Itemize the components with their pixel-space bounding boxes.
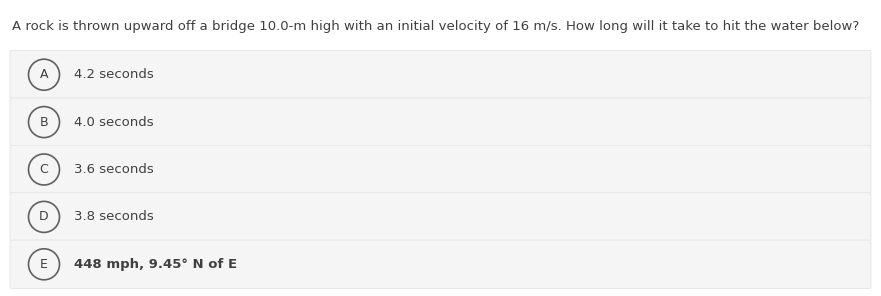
FancyBboxPatch shape: [10, 98, 871, 146]
FancyBboxPatch shape: [10, 51, 871, 99]
FancyBboxPatch shape: [10, 193, 871, 241]
Text: 448 mph, 9.45° N of E: 448 mph, 9.45° N of E: [75, 258, 238, 271]
Text: B: B: [40, 116, 48, 128]
Circle shape: [28, 59, 60, 90]
FancyBboxPatch shape: [10, 145, 871, 194]
Circle shape: [28, 249, 60, 280]
Text: 4.0 seconds: 4.0 seconds: [75, 116, 154, 128]
Text: C: C: [40, 163, 48, 176]
Text: 3.8 seconds: 3.8 seconds: [75, 210, 154, 223]
Circle shape: [28, 107, 60, 138]
Text: 4.2 seconds: 4.2 seconds: [75, 68, 154, 81]
FancyBboxPatch shape: [10, 240, 871, 289]
Text: A: A: [40, 68, 48, 81]
Circle shape: [28, 201, 60, 232]
Circle shape: [28, 154, 60, 185]
Text: D: D: [39, 210, 48, 223]
Text: E: E: [40, 258, 48, 271]
Text: 3.6 seconds: 3.6 seconds: [75, 163, 154, 176]
Text: A rock is thrown upward off a bridge 10.0-m high with an initial velocity of 16 : A rock is thrown upward off a bridge 10.…: [12, 20, 859, 33]
